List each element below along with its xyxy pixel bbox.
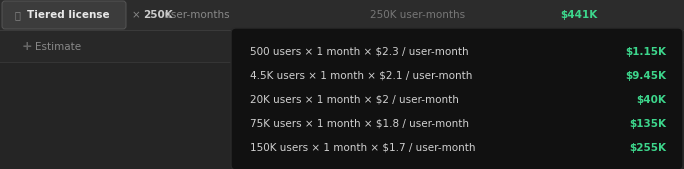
Text: Estimate: Estimate <box>35 42 81 52</box>
Text: user-months: user-months <box>161 10 230 20</box>
Text: 75K users × 1 month × $1.8 / user-month: 75K users × 1 month × $1.8 / user-month <box>250 119 469 129</box>
Text: $1.15K: $1.15K <box>625 47 666 57</box>
FancyBboxPatch shape <box>2 1 126 29</box>
Text: +: + <box>22 41 33 54</box>
FancyBboxPatch shape <box>0 62 684 169</box>
FancyBboxPatch shape <box>0 30 684 62</box>
Text: 500 users × 1 month × $2.3 / user-month: 500 users × 1 month × $2.3 / user-month <box>250 47 469 57</box>
Text: $135K: $135K <box>629 119 666 129</box>
Text: $255K: $255K <box>629 143 666 153</box>
Text: 250K user-months: 250K user-months <box>370 10 465 20</box>
FancyBboxPatch shape <box>0 0 684 30</box>
Text: $9.45K: $9.45K <box>625 71 666 81</box>
Text: ×: × <box>132 10 141 20</box>
Text: 4.5K users × 1 month × $2.1 / user-month: 4.5K users × 1 month × $2.1 / user-month <box>250 71 473 81</box>
Text: $40K: $40K <box>636 95 666 105</box>
Text: 150K users × 1 month × $1.7 / user-month: 150K users × 1 month × $1.7 / user-month <box>250 143 475 153</box>
Text: $441K: $441K <box>560 10 597 20</box>
Text: Tiered license: Tiered license <box>27 10 109 20</box>
FancyBboxPatch shape <box>231 28 683 169</box>
Text: 250K: 250K <box>143 10 173 20</box>
Text: 20K users × 1 month × $2 / user-month: 20K users × 1 month × $2 / user-month <box>250 95 459 105</box>
Text: ⬛: ⬛ <box>14 10 20 20</box>
